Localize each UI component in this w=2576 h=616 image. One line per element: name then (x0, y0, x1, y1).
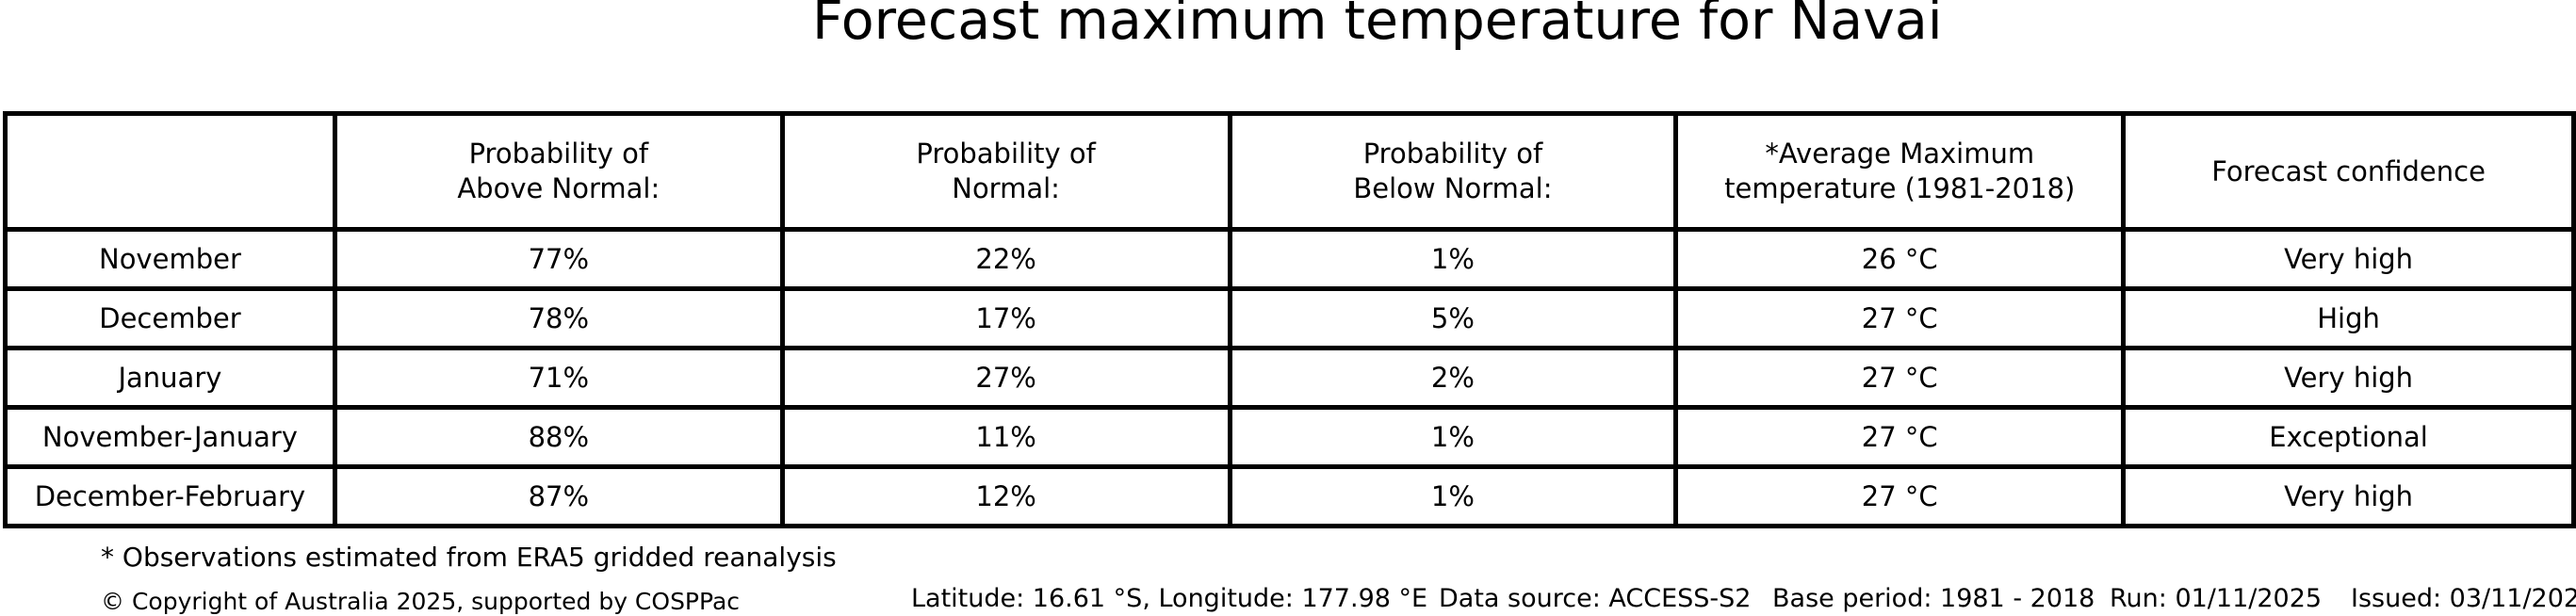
corner-empty-cell (3, 111, 337, 232)
below-normal-cell: 1% (1227, 405, 1679, 469)
below-normal-cell: 1% (1227, 227, 1679, 291)
page-title: Forecast maximum temperature for Navai (812, 0, 1943, 52)
period-cell: January (3, 346, 337, 410)
normal-cell: 12% (779, 464, 1232, 528)
copyright-text: © Copyright of Australia 2025, supported… (101, 588, 741, 615)
table-row-december-february: December-February 87% 12% 1% 27 °C Very … (3, 464, 2576, 528)
below-normal-cell: 2% (1227, 346, 1679, 410)
above-normal-cell: 78% (332, 286, 785, 350)
header-line: Normal: (952, 172, 1060, 204)
confidence-cell: Very high (2121, 227, 2576, 291)
above-normal-cell: 87% (332, 464, 785, 528)
period-cell: December (3, 286, 337, 350)
column-header-confidence: Forecast confidence (2121, 111, 2576, 232)
column-header-above-normal: Probability of Above Normal: (332, 111, 785, 232)
below-normal-cell: 1% (1227, 464, 1679, 528)
data-source-text: Data source: ACCESS-S2 (1439, 584, 1752, 613)
location-text: Latitude: 16.61 °S, Longitude: 177.98 °E (911, 584, 1428, 613)
column-header-average-max: *Average Maximum temperature (1981-2018) (1673, 111, 2127, 232)
forecast-table: Probability of Above Normal: Probability… (3, 111, 2576, 528)
header-line: Forecast confidence (2211, 154, 2486, 187)
column-header-normal: Probability of Normal: (779, 111, 1232, 232)
table-row-november-january: November-January 88% 11% 1% 27 °C Except… (3, 405, 2576, 469)
period-cell: December-February (3, 464, 337, 528)
issued-date-text: Issued: 03/11/2025 (2351, 584, 2576, 613)
above-normal-cell: 77% (332, 227, 785, 291)
table-header-row: Probability of Above Normal: Probability… (3, 111, 2576, 232)
run-date-text: Run: 01/11/2025 (2110, 584, 2323, 613)
table-row-november: November 77% 22% 1% 26 °C Very high (3, 227, 2576, 291)
normal-cell: 17% (779, 286, 1232, 350)
normal-cell: 11% (779, 405, 1232, 469)
confidence-cell: Very high (2121, 346, 2576, 410)
table-row-december: December 78% 17% 5% 27 °C High (3, 286, 2576, 350)
average-max-cell: 26 °C (1673, 227, 2127, 291)
header-line: Probability of (468, 138, 649, 170)
above-normal-cell: 88% (332, 405, 785, 469)
confidence-cell: Very high (2121, 464, 2576, 528)
average-max-cell: 27 °C (1673, 464, 2127, 528)
column-header-below-normal: Probability of Below Normal: (1227, 111, 1679, 232)
period-cell: November (3, 227, 337, 291)
table-row-january: January 71% 27% 2% 27 °C Very high (3, 346, 2576, 410)
header-line: temperature (1981-2018) (1724, 172, 2076, 204)
confidence-cell: Exceptional (2121, 405, 2576, 469)
header-line: Above Normal: (457, 172, 660, 204)
normal-cell: 22% (779, 227, 1232, 291)
header-line: Below Normal: (1353, 172, 1553, 204)
header-line: *Average Maximum (1765, 138, 2035, 170)
average-max-cell: 27 °C (1673, 286, 2127, 350)
below-normal-cell: 5% (1227, 286, 1679, 350)
base-period-text: Base period: 1981 - 2018 (1772, 584, 2095, 613)
average-max-cell: 27 °C (1673, 405, 2127, 469)
normal-cell: 27% (779, 346, 1232, 410)
header-line: Probability of (1362, 138, 1543, 170)
period-cell: November-January (3, 405, 337, 469)
average-max-cell: 27 °C (1673, 346, 2127, 410)
header-line: Probability of (916, 138, 1096, 170)
confidence-cell: High (2121, 286, 2576, 350)
above-normal-cell: 71% (332, 346, 785, 410)
observations-footnote: * Observations estimated from ERA5 gridd… (101, 542, 837, 573)
